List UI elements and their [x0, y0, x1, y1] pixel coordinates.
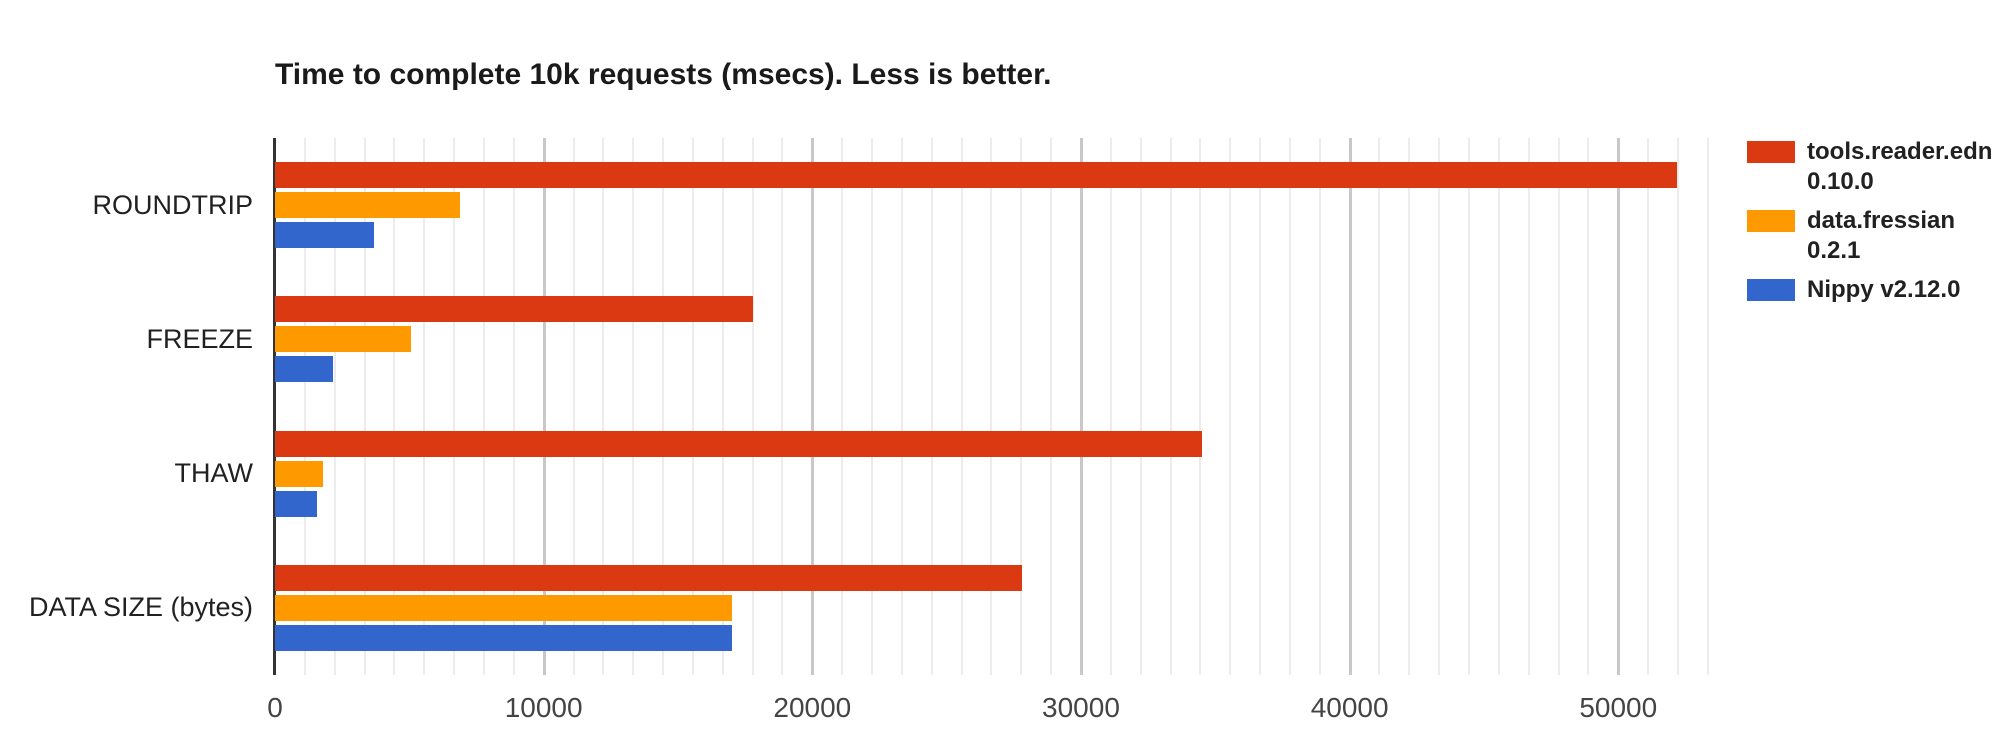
- gridline-minor: [662, 138, 665, 675]
- gridline-minor: [781, 138, 784, 675]
- legend-swatch-icon: [1747, 141, 1795, 163]
- gridline-major: [1348, 138, 1352, 675]
- x-tick-label: 30000: [1042, 692, 1120, 723]
- gridline-minor: [1288, 138, 1291, 675]
- gridline-major: [1617, 138, 1621, 675]
- x-tick-label: 10000: [504, 692, 583, 723]
- gridline-minor: [303, 138, 306, 675]
- gridline-minor: [1050, 138, 1053, 675]
- legend-swatch-icon: [1747, 279, 1795, 301]
- gridline-minor: [572, 138, 575, 675]
- gridline-minor: [930, 138, 933, 675]
- gridline-minor: [1199, 138, 1202, 675]
- gridline-minor: [1229, 138, 1232, 675]
- chart-title: Time to complete 10k requests (msecs). L…: [275, 58, 1052, 91]
- gridline-minor: [1706, 138, 1709, 675]
- bar-roundtrip-series-0[interactable]: [275, 162, 1678, 188]
- x-tick-label: 40000: [1310, 692, 1389, 723]
- gridline-major: [542, 138, 546, 675]
- gridline-minor: [632, 138, 635, 675]
- x-tick-label: 0: [267, 692, 283, 723]
- gridline-minor: [1408, 138, 1411, 675]
- gridline-minor: [1587, 138, 1590, 675]
- gridline-minor: [1020, 138, 1023, 675]
- bar-data-size-bytes-series-1[interactable]: [275, 594, 732, 621]
- bar-roundtrip-series-1[interactable]: [275, 192, 461, 218]
- gridline-major: [811, 138, 815, 675]
- gridline-minor: [333, 138, 336, 675]
- legend-item: Nippy v2.12.0: [1747, 275, 1992, 305]
- bar-data-size-bytes-series-0[interactable]: [275, 564, 1022, 591]
- gridline-minor: [1139, 138, 1142, 675]
- legend-label: data.fressian 0.2.1: [1807, 207, 1956, 264]
- gridline-minor: [871, 138, 873, 675]
- gridline-minor: [363, 138, 366, 675]
- gridline-minor: [900, 138, 903, 675]
- gridline-minor: [1109, 138, 1112, 675]
- gridline-minor: [423, 138, 426, 675]
- x-tick-label: 20000: [773, 692, 852, 723]
- gridline-minor: [990, 138, 993, 675]
- gridline-minor: [841, 138, 844, 675]
- gridline-minor: [1468, 138, 1471, 675]
- gridline-minor: [512, 138, 515, 675]
- gridline-minor: [1259, 138, 1262, 675]
- bar-roundtrip-series-2[interactable]: [275, 222, 375, 248]
- bar-data-size-bytes-series-2[interactable]: [275, 624, 732, 651]
- gridline-minor: [393, 138, 396, 675]
- legend-item: data.fressian 0.2.1: [1747, 206, 1992, 266]
- gridline-minor: [960, 138, 963, 675]
- gridline-minor: [1169, 138, 1172, 675]
- gridline-minor: [1647, 138, 1650, 675]
- category-label: DATA SIZE (bytes): [28, 592, 253, 623]
- gridline-minor: [691, 138, 694, 675]
- gridline-minor: [721, 138, 724, 675]
- legend-item: tools.reader.edn 0.10.0: [1747, 137, 1992, 197]
- bar-thaw-series-0[interactable]: [275, 430, 1202, 457]
- y-axis-line: [273, 138, 276, 675]
- category-label: THAW: [174, 458, 253, 489]
- legend-swatch-icon: [1747, 210, 1795, 232]
- category-label: FREEZE: [146, 323, 253, 354]
- gridline-minor: [1557, 138, 1560, 675]
- gridline-minor: [1676, 138, 1679, 675]
- gridline-minor: [1378, 138, 1381, 675]
- legend-label: Nippy v2.12.0: [1807, 276, 1961, 303]
- bar-freeze-series-2[interactable]: [275, 356, 333, 383]
- gridline-minor: [751, 138, 754, 675]
- gridline-major: [1079, 138, 1083, 675]
- bar-freeze-series-1[interactable]: [275, 326, 411, 353]
- gridline-minor: [453, 138, 456, 675]
- gridline-minor: [1318, 138, 1321, 675]
- legend: tools.reader.edn 0.10.0 data.fressian 0.2.1…: [1747, 137, 1992, 305]
- gridline-minor: [602, 138, 605, 675]
- plot-area: [273, 138, 1715, 675]
- gridline-minor: [482, 138, 485, 675]
- legend-label: tools.reader.edn 0.10.0: [1807, 138, 1993, 195]
- gridline-minor: [1527, 138, 1530, 675]
- category-label: ROUNDTRIP: [92, 189, 254, 220]
- bar-thaw-series-2[interactable]: [275, 490, 317, 517]
- bar-freeze-series-0[interactable]: [275, 296, 754, 323]
- gridline-minor: [1497, 138, 1500, 675]
- gridline-minor: [1438, 138, 1441, 675]
- x-tick-label: 50000: [1579, 692, 1658, 723]
- bar-thaw-series-1[interactable]: [275, 460, 324, 487]
